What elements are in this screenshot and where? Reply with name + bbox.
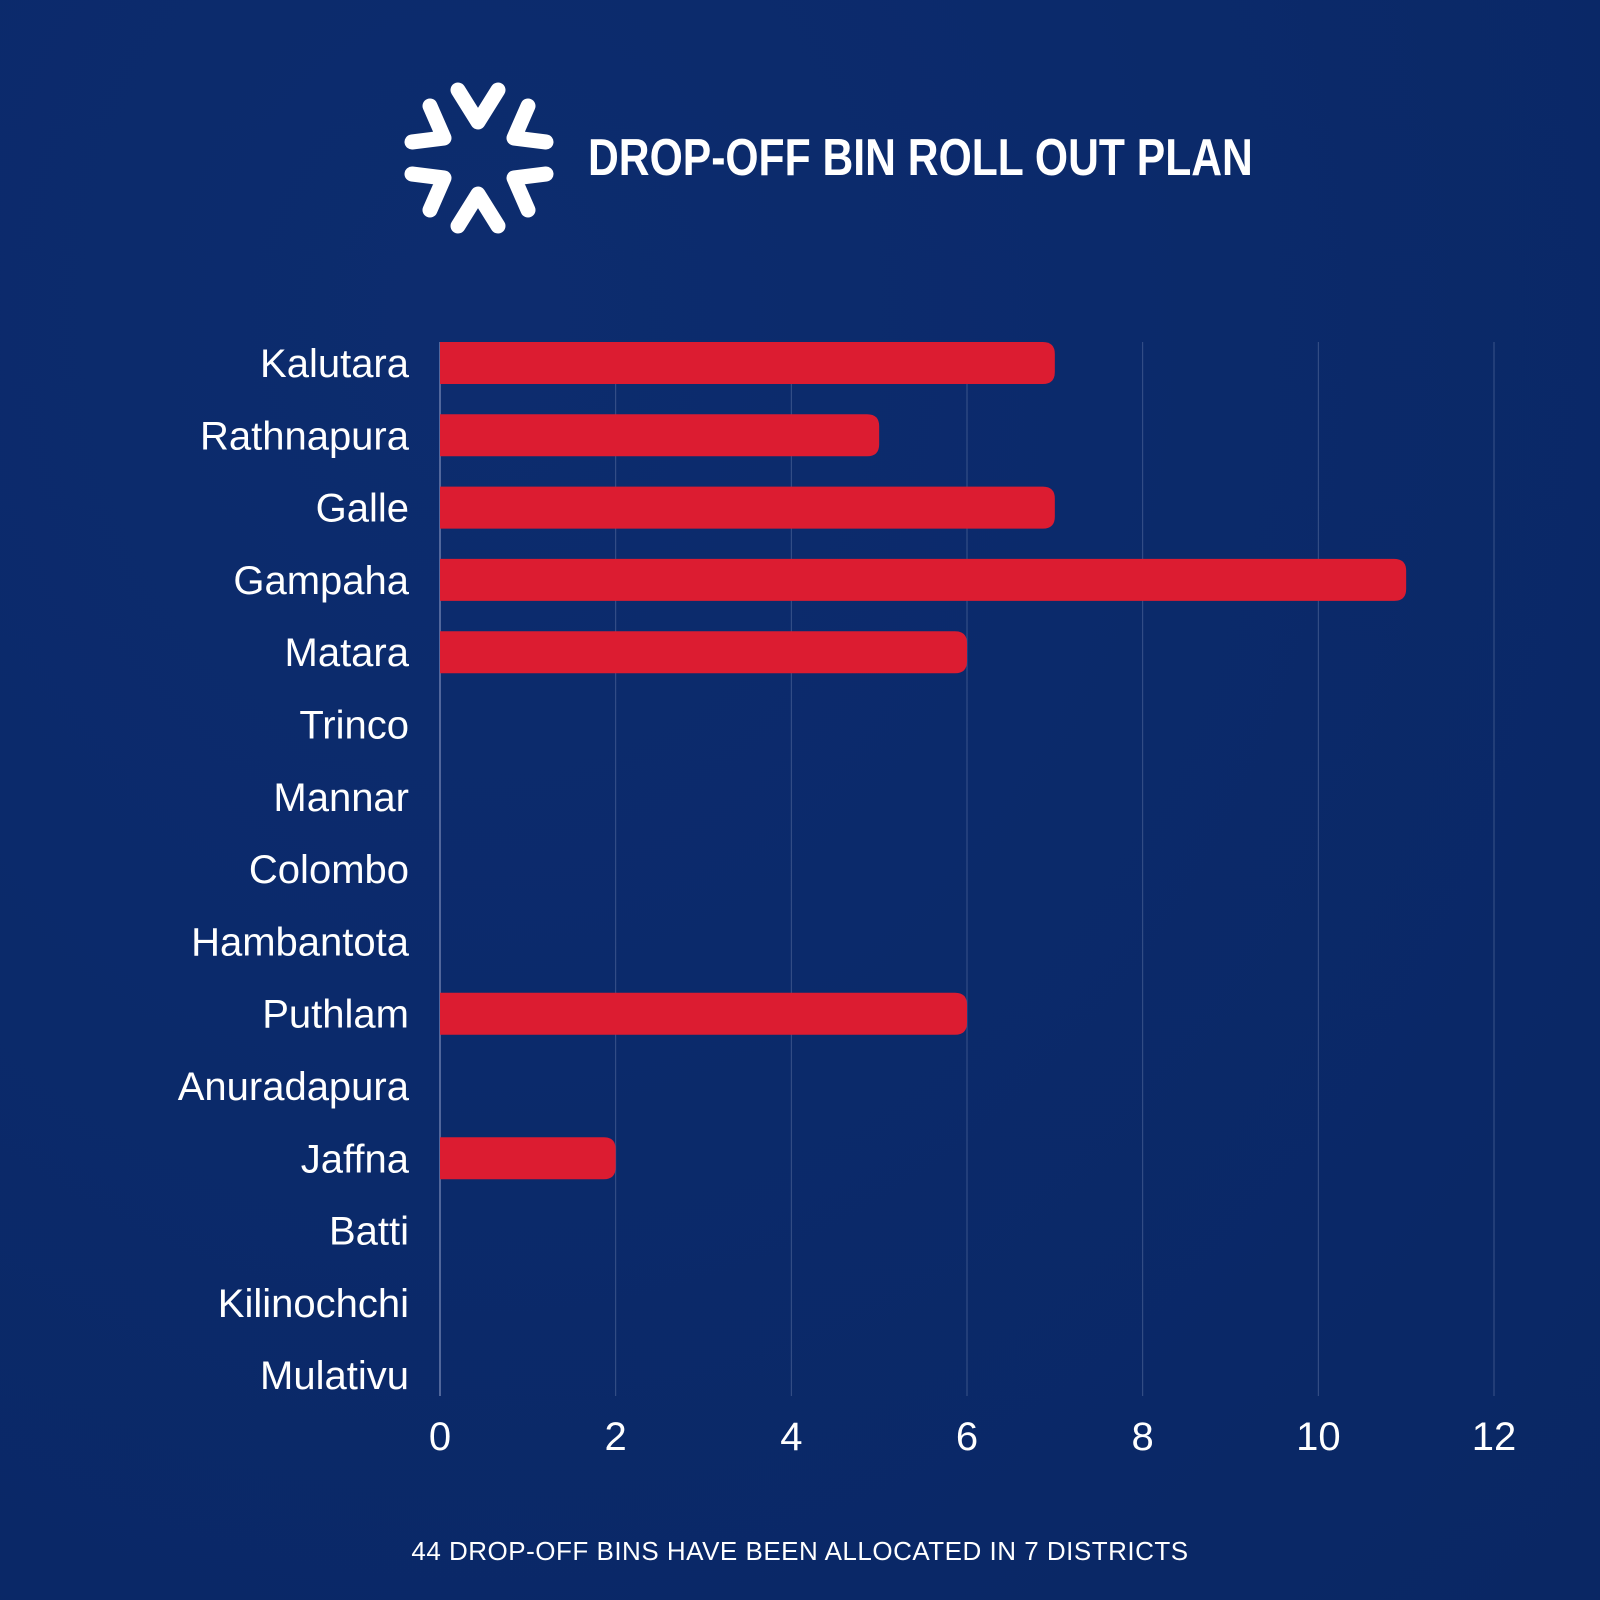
asterisk-chevron-logo-icon [404,82,554,234]
x-tick-label: 12 [1472,1415,1517,1459]
y-category-label: Trinco [299,704,409,748]
bar [440,1137,616,1180]
bar [440,631,967,674]
y-category-label: Kalutara [260,342,410,386]
x-tick-label: 2 [605,1415,627,1459]
chart-title: DROP-OFF BIN ROLL OUT PLAN [588,129,1253,187]
y-category-label: Hambantota [191,920,410,964]
y-category-label: Batti [329,1210,409,1254]
y-category-label: Matara [285,631,410,675]
chart-header: DROP-OFF BIN ROLL OUT PLAN [400,78,1399,238]
y-category-label: Colombo [249,848,409,892]
y-category-label: Mannar [273,776,409,820]
y-category-label: Puthlam [262,993,409,1037]
x-tick-label: 4 [780,1415,802,1459]
bar [440,486,1055,529]
y-category-label: Rathnapura [200,414,410,458]
y-category-label: Galle [316,487,409,531]
x-tick-label: 8 [1132,1415,1154,1459]
x-tick-label: 10 [1296,1415,1341,1459]
x-tick-label: 6 [956,1415,978,1459]
y-category-label: Anuradapura [178,1065,410,1109]
y-category-label: Kilinochchi [218,1282,409,1326]
x-tick-label: 0 [429,1415,451,1459]
y-category-label: Mulativu [260,1354,409,1398]
y-category-label: Jaffna [301,1137,410,1181]
bar [440,342,1055,384]
bar [440,992,967,1035]
footer-summary: 44 DROP-OFF BINS HAVE BEEN ALLOCATED IN … [411,1536,1189,1566]
bar [440,558,1407,601]
bar [440,414,880,457]
y-category-label: Gampaha [233,559,409,603]
